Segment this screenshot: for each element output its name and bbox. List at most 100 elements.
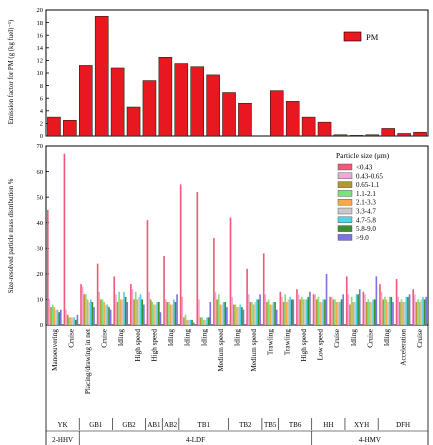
- size-bar: [309, 292, 311, 325]
- size-bar: [293, 299, 295, 325]
- size-bar: [384, 297, 386, 325]
- size-bar: [113, 276, 115, 325]
- size-bar: [367, 299, 369, 325]
- category-label: High speed: [300, 329, 308, 362]
- size-bar: [322, 299, 324, 325]
- top-y-tick-label: 4: [40, 108, 44, 115]
- pm-bar: [223, 93, 236, 136]
- size-bar: [186, 320, 188, 325]
- size-bar: [319, 302, 321, 325]
- top-y-tick-label: 18: [37, 20, 44, 27]
- size-bar: [122, 299, 124, 325]
- bottom-y-axis-label: Size-resolved particle mass distribution…: [8, 178, 15, 293]
- size-bar: [248, 294, 250, 325]
- size-bar: [324, 299, 326, 325]
- size-bar: [314, 294, 316, 325]
- size-bar: [288, 299, 290, 325]
- size-bar: [126, 302, 128, 325]
- size-bar: [404, 302, 406, 325]
- size-bar: [203, 320, 205, 325]
- legend-swatch: [338, 208, 352, 214]
- legend-label: <0.43: [356, 164, 373, 172]
- size-bar: [198, 299, 200, 325]
- size-bar: [120, 299, 122, 325]
- size-bar: [306, 299, 308, 325]
- size-bar: [92, 302, 94, 325]
- pm-bar: [191, 67, 204, 136]
- legend-label: 4.7-5.8: [356, 216, 376, 224]
- size-bar: [102, 299, 104, 325]
- size-bar: [298, 294, 300, 325]
- category-axis: Manoeuvering Cruise Placing/drawing in net…: [46, 325, 428, 445]
- size-bar: [168, 302, 170, 325]
- pm-bar: [318, 122, 331, 136]
- size-bar: [118, 292, 120, 325]
- size-bar: [276, 310, 278, 325]
- category-labels: Manoeuvering Cruise Placing/drawing in net…: [51, 329, 424, 394]
- size-bar: [369, 302, 371, 325]
- category-label: Cruise: [101, 329, 109, 348]
- size-bar: [301, 297, 303, 325]
- size-bar: [238, 307, 240, 325]
- size-bar: [259, 294, 261, 325]
- category-label: Trawling: [283, 329, 291, 355]
- size-bar: [406, 297, 408, 325]
- size-bar: [352, 302, 354, 325]
- size-bar: [105, 305, 107, 325]
- size-bar: [359, 289, 361, 325]
- size-bar: [87, 299, 89, 325]
- size-bar: [280, 292, 282, 325]
- size-bar: [72, 317, 74, 325]
- size-bar: [209, 302, 211, 325]
- size-bar: [141, 299, 143, 325]
- pm-bar: [143, 81, 156, 136]
- size-bar: [80, 284, 82, 325]
- top-legend-swatch: [344, 32, 361, 41]
- size-bar: [188, 320, 190, 325]
- legend-label: >9.0: [356, 234, 369, 242]
- size-bar: [130, 284, 132, 325]
- size-bar: [170, 305, 172, 325]
- size-bar: [331, 297, 333, 325]
- legend-label: 1.1-2.1: [356, 190, 376, 198]
- size-bar: [326, 274, 328, 325]
- size-bar: [266, 302, 268, 325]
- size-bar: [254, 302, 256, 325]
- size-bar: [75, 320, 77, 325]
- size-bar: [193, 322, 195, 325]
- legend-label: 5.8-9.0: [356, 225, 376, 233]
- size-bar: [77, 315, 79, 325]
- size-bar: [160, 312, 162, 325]
- size-bar: [366, 302, 368, 325]
- bottom-y-tick-label: 0: [40, 322, 43, 329]
- vessel-label: HH: [323, 421, 333, 429]
- size-bar: [230, 218, 232, 325]
- vessel-class-label: 4-HMV: [359, 436, 381, 444]
- size-bar: [376, 276, 378, 325]
- size-bar: [313, 294, 315, 325]
- size-bar: [82, 287, 84, 325]
- top-y-tick-label: 20: [37, 7, 44, 14]
- size-bar: [363, 292, 365, 325]
- vessel-label: GB1: [89, 421, 103, 429]
- pm-bar: [111, 68, 124, 136]
- size-bar: [389, 297, 391, 325]
- size-bar: [224, 302, 226, 325]
- size-bar: [251, 302, 253, 325]
- size-bar: [239, 305, 241, 325]
- size-bar: [58, 312, 60, 325]
- legend-swatch: [338, 190, 352, 196]
- size-bar: [140, 294, 142, 325]
- category-label: Low speed: [317, 329, 325, 361]
- size-bar: [185, 315, 187, 325]
- size-bar: [346, 276, 348, 325]
- size-bar: [421, 299, 423, 325]
- pm-bar: [63, 120, 76, 136]
- legend-label: 0.43-0.65: [356, 172, 383, 180]
- pm-bar: [302, 117, 315, 136]
- size-bar: [391, 297, 393, 325]
- size-bar: [348, 294, 350, 325]
- size-bar: [354, 302, 356, 325]
- size-bar: [176, 294, 178, 325]
- top-y-tick-label: 14: [37, 45, 44, 52]
